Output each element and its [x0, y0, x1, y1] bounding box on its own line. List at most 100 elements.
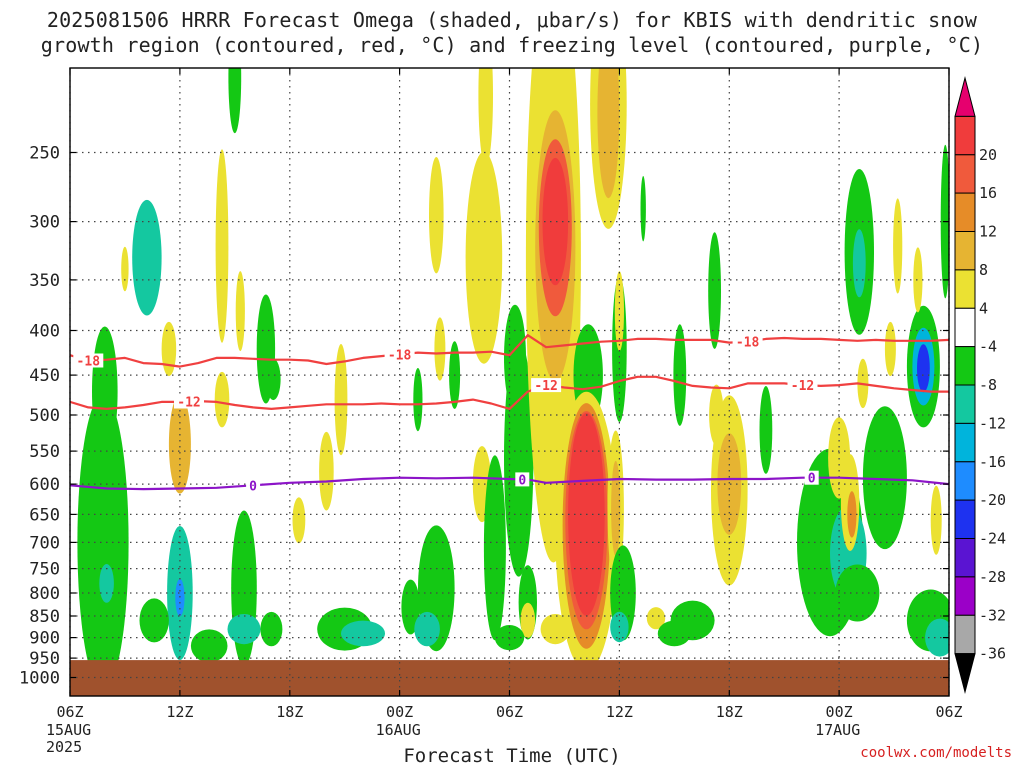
contour-label-bg: [804, 470, 819, 485]
x-tick-label: 00Z: [826, 703, 853, 721]
y-tick-label: 300: [29, 213, 60, 233]
omega-cell: [640, 176, 646, 242]
omega-cell: [542, 157, 569, 286]
y-tick-label: 450: [29, 366, 60, 386]
y-tick-label: 650: [29, 505, 60, 525]
colorbar-label: -32: [979, 606, 1006, 624]
omega-cell: [862, 406, 907, 550]
x-tick-label: 12Z: [606, 703, 633, 721]
contour-label: -18: [77, 355, 101, 370]
omega-cell: [139, 598, 169, 643]
colorbar-band: [954, 576, 976, 616]
omega-cell: [99, 564, 114, 603]
y-tick-label: 550: [29, 442, 60, 462]
colorbar-band: [954, 499, 976, 540]
contour-label-bg: [732, 334, 763, 349]
x-tick-date-label: 15AUG: [46, 721, 91, 739]
y-tick-label: 400: [29, 322, 60, 342]
omega-cell: [759, 386, 773, 474]
colorbar-label: -28: [979, 568, 1006, 586]
x-tick-date-label: 16AUG: [376, 721, 421, 739]
omega-cell: [884, 321, 896, 377]
credit-link[interactable]: coolwx.com/modelts: [860, 745, 1012, 761]
omega-cell: [141, 252, 153, 297]
colorbar-band: [954, 346, 976, 386]
omega-cell: [847, 491, 857, 538]
contour-label-bg: [73, 353, 104, 368]
omega-cell: [597, 68, 620, 199]
y-tick-label: 750: [29, 560, 60, 580]
colorbar-label: 8: [979, 261, 988, 279]
omega-cell: [161, 321, 177, 377]
colorbar-band: [954, 384, 976, 424]
y-tick-label: 350: [29, 271, 60, 291]
x-tick-label: 18Z: [276, 703, 303, 721]
omega-cell: [260, 611, 283, 647]
omega-cell: [708, 232, 721, 349]
y-tick-label: 500: [29, 406, 60, 426]
colorbar-band: [954, 422, 976, 463]
omega-cell: [717, 433, 742, 535]
omega-cell: [168, 394, 191, 494]
colorbar-band: [954, 614, 976, 655]
omega-cell: [611, 460, 621, 557]
omega-cell: [483, 455, 506, 641]
omega-cell: [913, 247, 923, 313]
colorbar-band: [954, 307, 976, 348]
omega-cell: [92, 326, 118, 457]
omega-cell: [319, 431, 334, 511]
contour-label: 0: [808, 472, 816, 487]
x-tick-label: 06Z: [935, 703, 962, 721]
colorbar-arrow-top: [954, 76, 976, 117]
colorbar-label: -20: [979, 491, 1006, 509]
colorbar-arrow-bottom: [954, 653, 976, 694]
colorbar: -36 -32 -28 -24 -20 -16 -12 -8 -4 4 8 12 16 20: [954, 76, 1006, 694]
colorbar-label: 4: [979, 299, 988, 317]
colorbar-band: [954, 154, 976, 194]
x-tick-date-label: 2025: [46, 738, 82, 756]
x-axis-label: Forecast Time (UTC): [403, 745, 621, 767]
omega-cell: [494, 625, 525, 651]
omega-cell: [214, 371, 230, 428]
x-tick-label: 18Z: [716, 703, 743, 721]
omega-cell: [504, 304, 526, 412]
colorbar-band: [954, 461, 976, 501]
colorbar-label: 16: [979, 184, 997, 202]
colorbar-band: [954, 231, 976, 271]
omega-cell: [657, 620, 691, 647]
contour-label: 0: [249, 479, 257, 494]
y-tick-label: 250: [29, 144, 60, 164]
colorbar-label: -16: [979, 453, 1006, 471]
omega-cell: [478, 68, 493, 167]
y-tick-label: 700: [29, 533, 60, 553]
contour-label-bg: [174, 394, 204, 409]
chart-title-line2: growth region (contoured, red, °C) and f…: [40, 33, 984, 57]
omega-cell: [175, 579, 185, 617]
omega-cell: [852, 229, 866, 298]
omega-cell: [429, 157, 444, 274]
x-tick-label: 06Z: [496, 703, 523, 721]
contour-label-bg: [246, 478, 261, 493]
colorbar-label: 20: [979, 146, 997, 164]
omega-cell: [77, 394, 129, 691]
contour-label: -18: [388, 348, 412, 363]
y-tick-label: 950: [29, 649, 60, 669]
y-tick-label: 1000: [19, 669, 60, 689]
colorbar-label: -4: [979, 338, 997, 356]
contour-label: -12: [791, 379, 814, 394]
contour-label: -12: [177, 396, 200, 411]
colorbar-band: [954, 269, 976, 309]
omega-cell: [465, 151, 503, 364]
colorbar-label: 12: [979, 223, 997, 241]
y-tick-label: 600: [29, 475, 60, 495]
y-tick-label: 850: [29, 607, 60, 627]
contour-label: -12: [534, 379, 557, 394]
chart-title-line1: 2025081506 HRRR Forecast Omega (shaded, …: [46, 8, 978, 32]
y-tick-label: 800: [29, 584, 60, 604]
x-tick-date-label: 17AUG: [815, 721, 860, 739]
omega-cell: [925, 618, 949, 657]
colorbar-band: [954, 538, 976, 578]
omega-cell: [334, 344, 348, 456]
